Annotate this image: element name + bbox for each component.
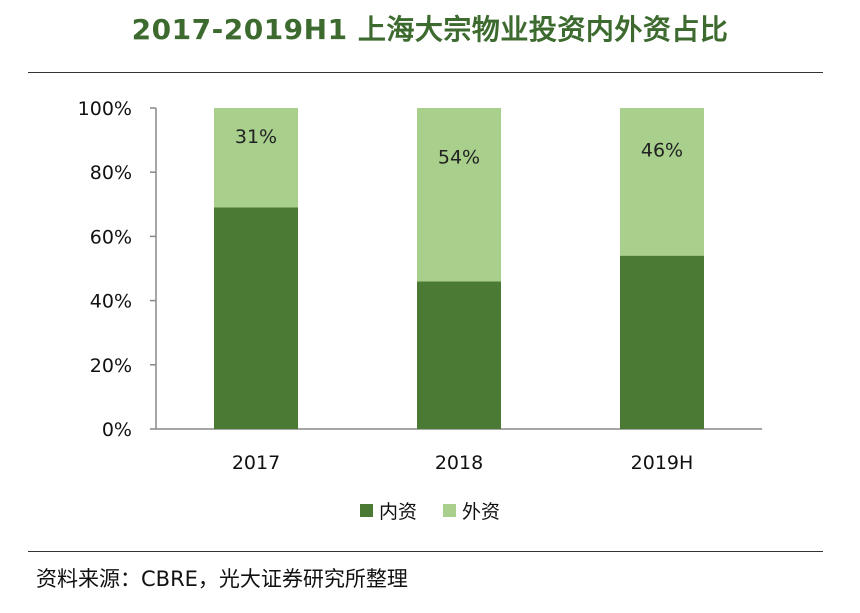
y-tick-label: 20% <box>90 355 132 377</box>
data-label-2018: 54% <box>438 147 480 169</box>
chart-title: 2017-2019H1 上海大宗物业投资内外资占比 <box>131 13 729 46</box>
x-tick-label-2018: 2018 <box>435 452 483 474</box>
data-label-2017: 31% <box>235 126 277 148</box>
legend-label-foreign: 外资 <box>462 501 501 523</box>
legend-swatch-foreign <box>443 504 456 517</box>
bar-foreign-2018 <box>417 108 501 282</box>
legend: 内资 外资 <box>0 497 860 524</box>
y-tick-label: 60% <box>90 226 132 248</box>
y-tick-label: 40% <box>90 291 132 313</box>
legend-item-domestic: 内资 <box>359 497 417 524</box>
bottom-rule <box>28 551 823 552</box>
x-tick-label-2017: 2017 <box>232 452 280 474</box>
source-note: 资料来源：CBRE，光大证券研究所整理 <box>36 567 408 591</box>
legend-label-domestic: 内资 <box>378 501 417 523</box>
top-rule <box>28 72 823 73</box>
legend-item-foreign: 外资 <box>443 497 500 524</box>
y-tick-label: 0% <box>102 419 132 441</box>
data-label-2019H: 46% <box>641 139 683 161</box>
bar-domestic-2018 <box>417 281 501 429</box>
y-tick-label: 80% <box>90 162 132 184</box>
bar-foreign-2017 <box>214 108 298 208</box>
bar-domestic-2017 <box>214 207 298 429</box>
bar-foreign-2019H <box>620 108 704 256</box>
y-tick-label: 100% <box>78 98 132 120</box>
bar-domestic-2019H <box>620 255 704 429</box>
legend-swatch-domestic <box>359 504 373 517</box>
x-tick-label-2019H: 2019H <box>631 452 694 474</box>
